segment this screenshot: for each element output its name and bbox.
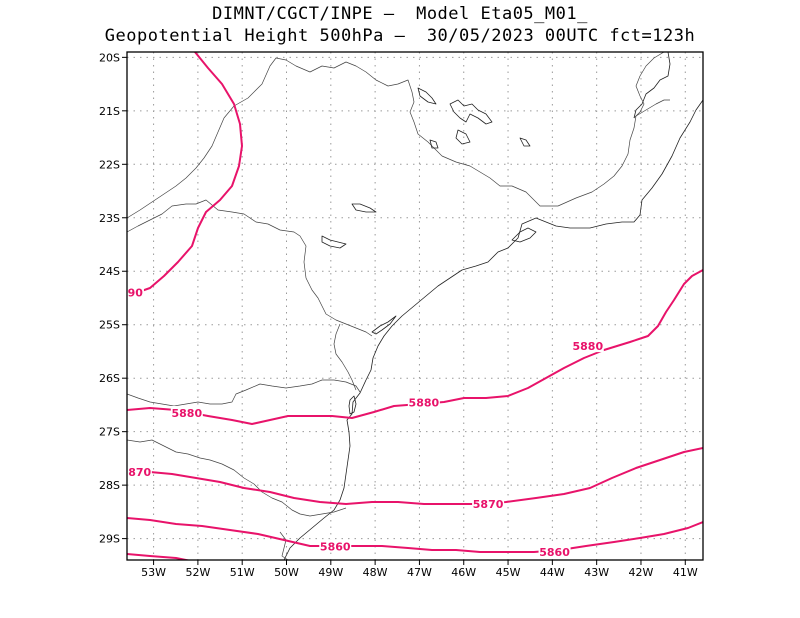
contour-label-bg (538, 544, 571, 558)
contour-5860b (127, 553, 192, 560)
border-sc-rs (127, 439, 347, 517)
contour-label: 5870 (473, 498, 504, 511)
guanabara-bay (511, 227, 537, 243)
contour-label-bg (127, 285, 144, 299)
x-tick-label: 42W (629, 566, 654, 579)
contour-label: 5870 (121, 466, 152, 479)
contour-5890 (127, 52, 243, 297)
border-pr-sc (127, 379, 361, 407)
border-mg-sp (127, 199, 373, 337)
contour-label: 5880 (172, 407, 203, 420)
contour-5860a (127, 517, 703, 553)
bay (371, 315, 397, 335)
x-tick-label: 43W (584, 566, 609, 579)
contour-label-bg (170, 405, 203, 419)
northern-coast (633, 52, 671, 119)
contour-label: 590 (120, 287, 143, 300)
x-tick-label: 47W (407, 566, 432, 579)
x-tick-label: 53W (141, 566, 166, 579)
x-tick-label: 49W (318, 566, 343, 579)
x-tick-label: 44W (540, 566, 565, 579)
contour-5870 (127, 447, 703, 505)
reservoir-2 (455, 129, 471, 145)
y-axis: 20S 21S 22S 23S 24S 25S 26S 27S 28S 29S (99, 51, 127, 546)
reservoir-1 (449, 99, 493, 125)
contour-label: 5880 (409, 396, 440, 409)
reservoir-7 (429, 139, 439, 149)
reservoir-4 (519, 137, 531, 147)
contour-label-bg (571, 339, 604, 353)
contour-label: 5860 (539, 546, 570, 559)
chart-title-line1: DIMNT/CGCT/INPE — Model Eta05_M01_ (212, 4, 588, 24)
chart-title-line2: Geopotential Height 500hPa — 30/05/2023 … (104, 26, 696, 46)
border-sp-mg-north (127, 57, 443, 219)
contour-label-bg (319, 539, 352, 553)
y-tick-label: 22S (99, 158, 120, 171)
x-tick-label: 50W (274, 566, 299, 579)
border-es-mg (633, 52, 665, 119)
x-tick-label: 45W (496, 566, 521, 579)
reservoir-3 (417, 87, 437, 105)
y-tick-label: 29S (99, 533, 120, 546)
contour-label-bg (472, 496, 505, 510)
border-uruguay (279, 531, 289, 560)
y-tick-label: 25S (99, 319, 120, 332)
contour-label-bg (407, 395, 440, 409)
y-tick-label: 28S (99, 479, 120, 492)
map-frame (126, 51, 704, 561)
contour-5880 (127, 269, 703, 425)
y-tick-label: 21S (99, 105, 120, 118)
contour-labels: 590 5880 5880 5880 5870 5870 5860 5860 (120, 285, 604, 559)
gridlines (127, 52, 703, 560)
y-tick-label: 20S (99, 51, 120, 64)
x-tick-label: 46W (451, 566, 476, 579)
x-tick-label: 52W (185, 566, 210, 579)
x-tick-label: 51W (230, 566, 255, 579)
y-tick-label: 26S (99, 372, 120, 385)
y-tick-label: 24S (99, 265, 120, 278)
y-tick-label: 27S (99, 426, 120, 439)
coastline (283, 99, 703, 560)
contour-label-bg (127, 464, 152, 478)
x-tick-label: 41W (673, 566, 698, 579)
geography (127, 52, 703, 560)
x-tick-label: 48W (363, 566, 388, 579)
border-rj-mg (441, 99, 670, 207)
y-tick-label: 23S (99, 212, 120, 225)
reservoir-6 (321, 235, 347, 249)
contour-label: 5880 (572, 340, 603, 353)
contour-label: 5860 (320, 541, 351, 554)
island (348, 395, 357, 415)
border-pr-sp (333, 323, 357, 391)
x-axis: 53W 52W 51W 50W 49W 48W 47W 46W 45W 44W 43W 42W 41W (141, 560, 698, 579)
contour-lines (127, 52, 703, 560)
reservoir-5 (351, 203, 377, 213)
